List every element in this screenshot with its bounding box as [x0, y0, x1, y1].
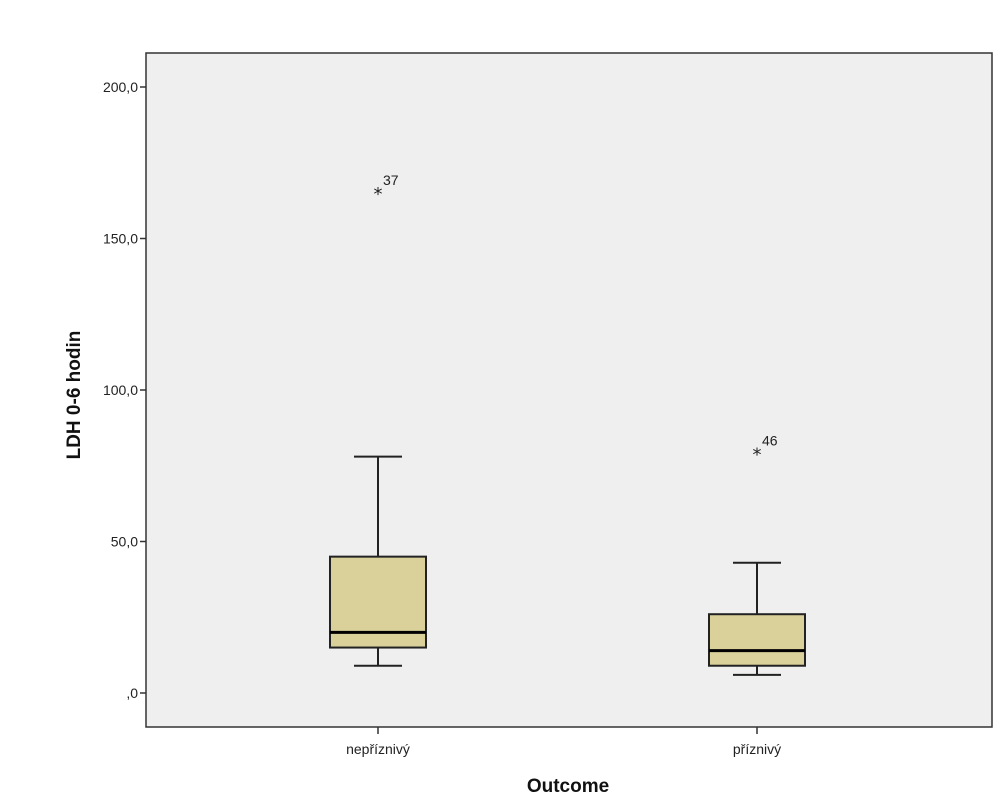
iqr-box-0 [329, 555, 427, 649]
outlier-label-1-0: 46 [762, 433, 778, 449]
y-tick-label-0: ,0 [126, 685, 138, 701]
y-axis: ,0 50,0 100,0 150,0 200,0 [103, 79, 146, 701]
y-tick-label-1: 50,0 [111, 534, 138, 550]
boxes-group: *37*46 [329, 172, 806, 676]
outlier-marker-0-0: * [374, 184, 383, 205]
outlier-marker-1-0: * [753, 445, 762, 466]
y-tick-label-4: 200,0 [103, 79, 138, 95]
outlier-label-0-0: 37 [383, 172, 399, 188]
x-tick-label-0: nepříznivý [346, 741, 410, 757]
x-tick-label-1: příznivý [733, 741, 781, 757]
plot-area [145, 52, 993, 728]
box-1: *46 [708, 433, 806, 676]
y-tick-label-2: 100,0 [103, 382, 138, 398]
y-tick-label-3: 150,0 [103, 231, 138, 247]
y-axis-title: LDH 0-6 hodin [64, 331, 85, 460]
iqr-box-1 [708, 613, 806, 667]
x-axis: nepříznivý příznivý [346, 727, 781, 757]
x-axis-title: Outcome [527, 776, 609, 797]
box-0: *37 [329, 172, 427, 667]
